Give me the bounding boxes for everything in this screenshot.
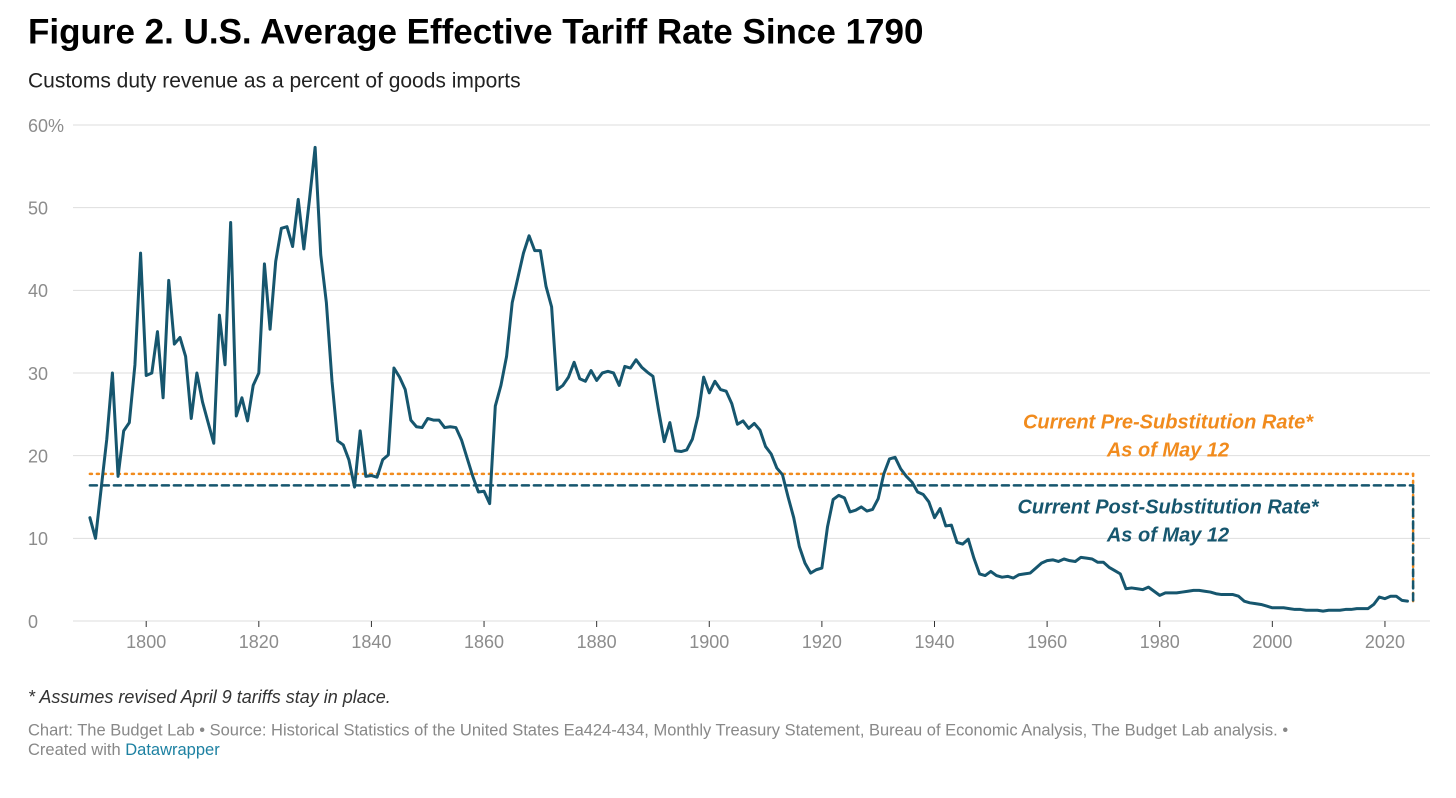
chart-title: Figure 2. U.S. Average Effective Tariff …	[28, 12, 923, 51]
credit: Created with Datawrapper	[28, 741, 220, 759]
x-tick-label: 1940	[914, 632, 954, 652]
x-tick-label: 1840	[351, 632, 391, 652]
y-tick-label: 30	[28, 364, 48, 384]
y-tick-label: 10	[28, 529, 48, 549]
reference-label: As of May 12	[1106, 439, 1229, 461]
x-tick-label: 1900	[689, 632, 729, 652]
chart-subtitle: Customs duty revenue as a percent of goo…	[28, 70, 521, 93]
x-tick-label: 1960	[1027, 632, 1067, 652]
x-tick-label: 2000	[1252, 632, 1292, 652]
x-tick-label: 2020	[1365, 632, 1405, 652]
footnote: * Assumes revised April 9 tariffs stay i…	[28, 687, 391, 707]
x-tick-label: 1880	[577, 632, 617, 652]
credit-link[interactable]: Datawrapper	[125, 741, 220, 759]
y-tick-label: 20	[28, 446, 48, 466]
x-tick-label: 1800	[126, 632, 166, 652]
source: Chart: The Budget Lab • Source: Historic…	[28, 721, 1288, 739]
reference-label: As of May 12	[1106, 524, 1229, 546]
reference-label: Current Pre-Substitution Rate*	[1023, 411, 1314, 433]
x-tick-label: 1920	[802, 632, 842, 652]
y-tick-label: 40	[28, 281, 48, 301]
x-tick-label: 1860	[464, 632, 504, 652]
y-tick-label: 0	[28, 612, 38, 632]
credit-text: Created with	[28, 741, 121, 759]
reference-label: Current Post-Substitution Rate*	[1017, 496, 1319, 518]
x-tick-label: 1820	[239, 632, 279, 652]
y-tick-label: 50	[28, 198, 48, 218]
y-tick-label: 60%	[28, 116, 64, 136]
x-tick-label: 1980	[1140, 632, 1180, 652]
data-line	[88, 145, 1409, 613]
